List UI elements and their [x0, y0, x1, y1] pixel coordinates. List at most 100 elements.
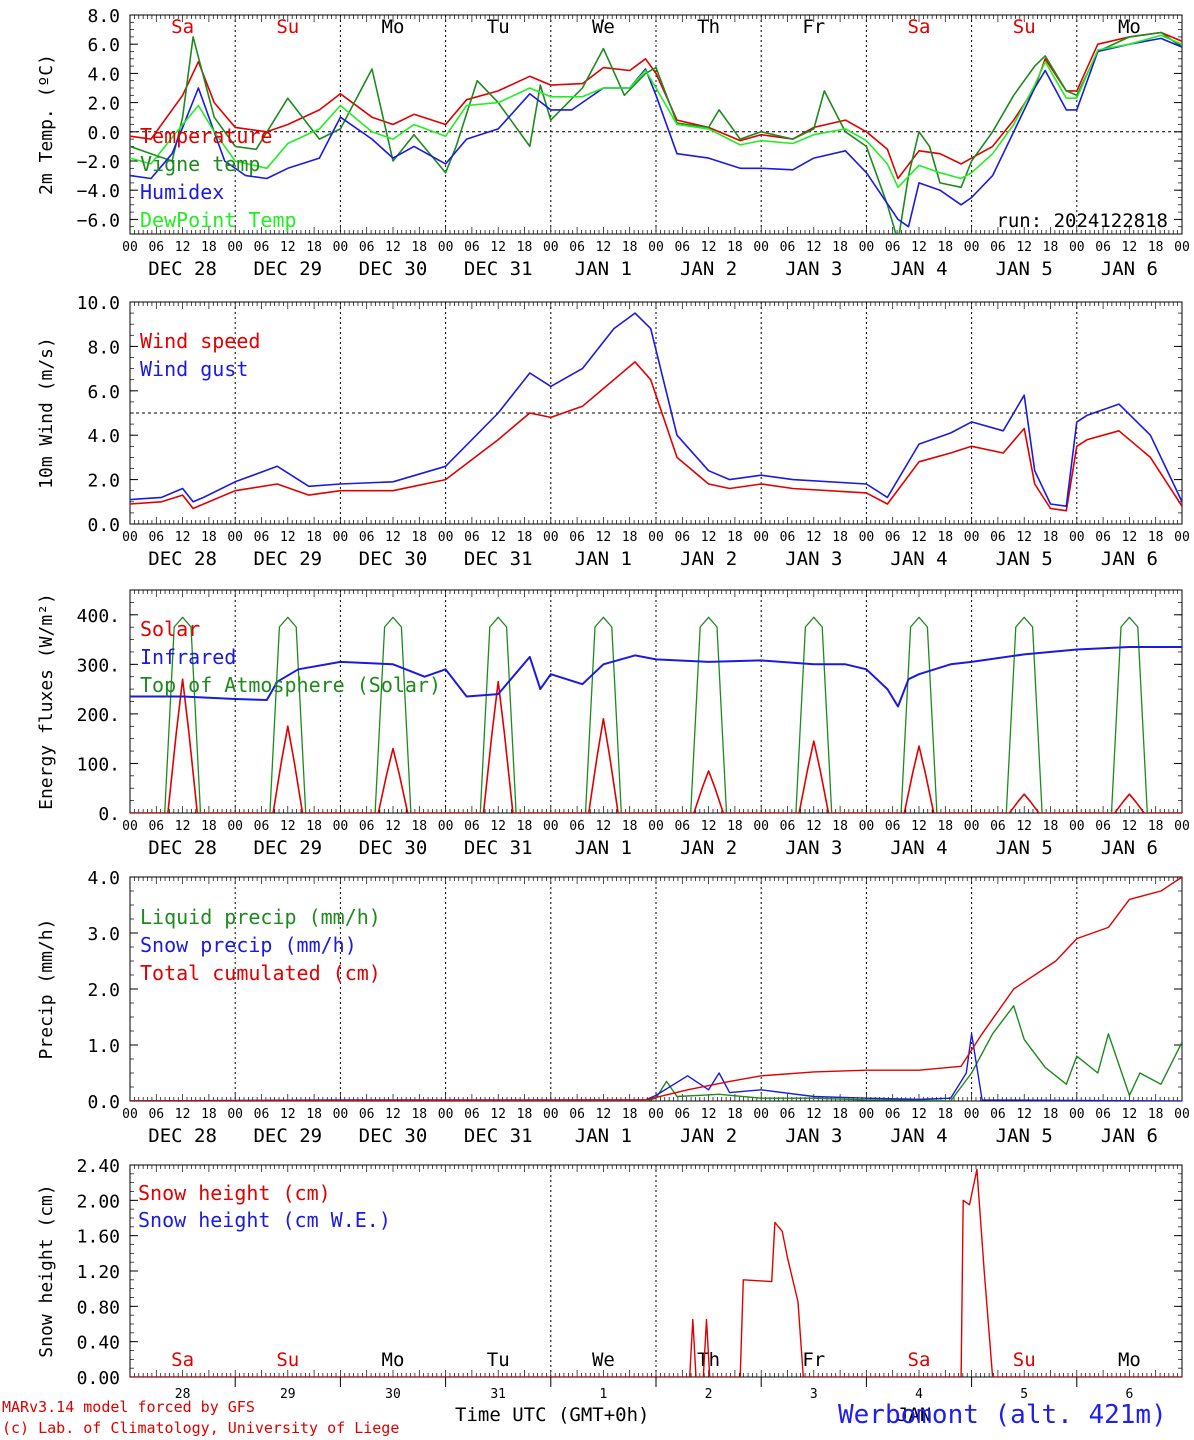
y-tick-label: 200. — [77, 705, 120, 726]
series-group — [130, 1168, 1182, 1377]
toa-solar-series — [445, 616, 551, 813]
x-hour-label: 18 — [727, 240, 743, 255]
x-hour-label: 06 — [674, 1107, 690, 1122]
x-hour-label: 06 — [359, 819, 375, 834]
x-hour-label: 06 — [148, 819, 164, 834]
x-hour-label: 18 — [622, 530, 638, 545]
x-date-label: DEC 31 — [464, 1125, 533, 1147]
solar-series — [656, 770, 762, 813]
x-hour-label: 06 — [464, 240, 480, 255]
x-date-label: JAN 6 — [1101, 258, 1158, 280]
x-date-label: JAN 2 — [680, 258, 737, 280]
y-tick-label: 300. — [77, 655, 120, 676]
x-date-label: JAN 1 — [575, 1125, 632, 1147]
series-snow-precip-mm-h- — [130, 1033, 1182, 1101]
x-hour-label: 18 — [832, 1107, 848, 1122]
x-date-label: DEC 28 — [148, 548, 217, 570]
x-hour-label: 12 — [911, 819, 927, 834]
solar-series — [971, 793, 1077, 813]
x-hour-label: 06 — [569, 819, 585, 834]
weekday-label: Su — [276, 16, 299, 38]
x-hour-label: 18 — [411, 240, 427, 255]
toa-solar-series — [866, 616, 972, 813]
x-hour-label: 18 — [201, 819, 217, 834]
x-hour-label: 18 — [517, 530, 533, 545]
x-hour-label: 00 — [1069, 1107, 1085, 1122]
x-hour-label: 12 — [596, 240, 612, 255]
x-hour-label: 06 — [674, 240, 690, 255]
y-tick-label: 8.0 — [87, 6, 120, 27]
x-hour-label: 00 — [333, 240, 349, 255]
solar-series — [130, 678, 236, 813]
x-hour-label: 00 — [333, 819, 349, 834]
x-date-label: JAN 3 — [785, 1125, 842, 1147]
x-hour-label: 06 — [1095, 819, 1111, 834]
y-tick-label: −6.0 — [77, 210, 120, 231]
x-hour-label: 18 — [937, 240, 953, 255]
x-hour-label: 06 — [464, 530, 480, 545]
x-hour-label: 06 — [885, 819, 901, 834]
toa-solar-series — [550, 616, 656, 813]
solar-series — [866, 745, 972, 813]
x-hour-label: 06 — [1095, 1107, 1111, 1122]
x-date-label: DEC 31 — [464, 837, 533, 859]
x-date-label: JAN 4 — [890, 837, 947, 859]
x-hour-label: 12 — [806, 819, 822, 834]
solar-series — [235, 725, 341, 813]
x-hour-label: 00 — [122, 240, 138, 255]
y-tick-label: 6.0 — [87, 382, 120, 403]
day-number-label: 28 — [175, 1387, 191, 1402]
x-date-label: JAN 1 — [575, 837, 632, 859]
panel-snow: 2.40 2.00 1.60 1.20 0.80 0.40 0.00 Snow height … — [36, 1156, 1183, 1402]
x-hour-label: 12 — [280, 240, 296, 255]
day-number-label: 6 — [1125, 1387, 1133, 1402]
x-hour-label: 06 — [359, 1107, 375, 1122]
weekday-label: Sa — [171, 16, 194, 38]
x-hour-label: 12 — [701, 1107, 717, 1122]
x-hour-label: 00 — [438, 530, 454, 545]
day-number-label: 31 — [490, 1387, 506, 1402]
x-hour-label: 12 — [701, 530, 717, 545]
x-hour-label: 00 — [122, 1107, 138, 1122]
x-hour-label: 00 — [227, 1107, 243, 1122]
x-hour-label: 06 — [885, 1107, 901, 1122]
y-axis-title: Precip (mm/h) — [36, 919, 57, 1060]
x-hour-label: 18 — [1148, 1107, 1164, 1122]
x-hour-label: 18 — [622, 1107, 638, 1122]
y-tick-label: −4.0 — [77, 181, 120, 202]
x-hour-label: 00 — [1174, 1107, 1190, 1122]
x-hour-label: 00 — [859, 819, 875, 834]
weekday-label: Su — [1013, 16, 1036, 38]
x-hour-label: 00 — [333, 1107, 349, 1122]
x-hour-label: 18 — [201, 530, 217, 545]
x-hour-label: 12 — [1016, 1107, 1032, 1122]
x-hour-label: 00 — [753, 530, 769, 545]
x-hour-label: 12 — [806, 1107, 822, 1122]
x-hour-label: 18 — [517, 1107, 533, 1122]
x-date-label: JAN 6 — [1101, 548, 1158, 570]
x-hour-label: 00 — [438, 240, 454, 255]
weekday-label: Th — [697, 16, 720, 38]
y-tick-label: 2.00 — [77, 1191, 120, 1212]
weekday-label: Su — [276, 1349, 299, 1371]
legend-entry: DewPoint Temp — [140, 208, 297, 232]
y-tick-label: −2.0 — [77, 152, 120, 173]
x-hour-label: 12 — [385, 819, 401, 834]
x-date-label: DEC 31 — [464, 548, 533, 570]
y-tick-label: 0.0 — [87, 1092, 120, 1113]
series-snow-height-cm- — [130, 1168, 1182, 1377]
x-date-label: DEC 31 — [464, 258, 533, 280]
legend-entry: Vigne temp — [140, 152, 260, 176]
day-number-label: 29 — [280, 1387, 296, 1402]
x-hour-label: 00 — [438, 819, 454, 834]
weekday-label: Sa — [171, 1349, 194, 1371]
x-hour-label: 00 — [964, 530, 980, 545]
x-date-label: DEC 29 — [253, 837, 322, 859]
y-tick-label: 0.40 — [77, 1333, 120, 1354]
weekday-label: Tu — [487, 1349, 510, 1371]
x-hour-label: 12 — [490, 530, 506, 545]
series-wind-gust — [130, 312, 1182, 508]
x-hour-label: 06 — [254, 1107, 270, 1122]
x-hour-label: 18 — [1043, 819, 1059, 834]
